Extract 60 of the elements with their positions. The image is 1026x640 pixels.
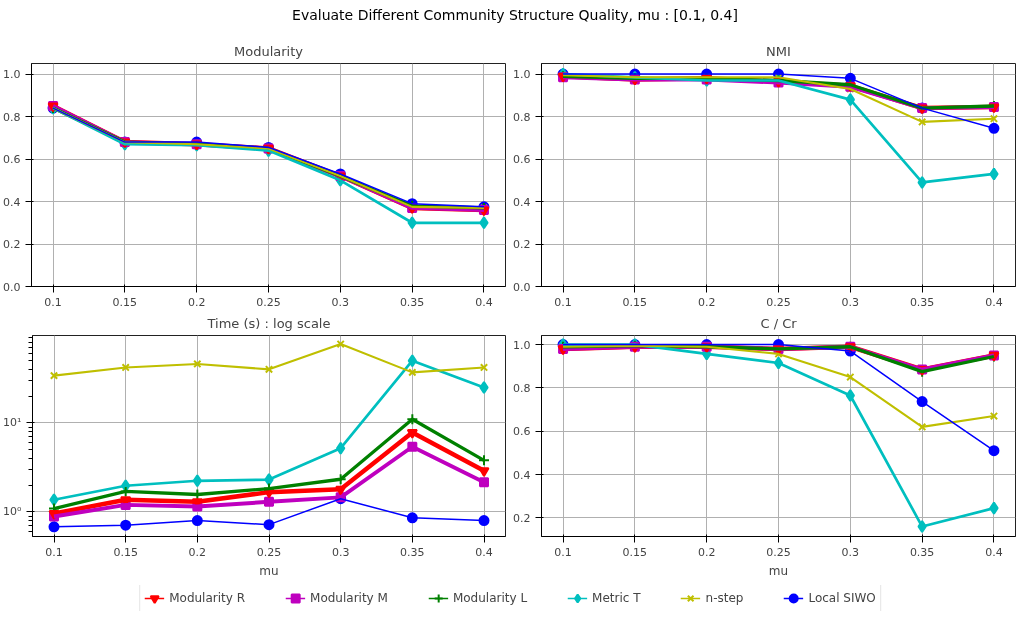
y-tick-label: 1.0: [513, 338, 531, 352]
y-tick-label: 0.8: [3, 110, 21, 124]
x-tick-label: 0.4: [475, 545, 493, 559]
x-tick-label: 0.15: [622, 545, 648, 559]
x-tick-label: 0.1: [44, 295, 62, 309]
x-tick-label: 0.25: [766, 545, 791, 559]
y-tick-label: 0.2: [3, 238, 21, 252]
legend-label: Metric T: [592, 591, 641, 605]
y-tick-label: 0.4: [513, 195, 531, 209]
y-tick-label: 0.0: [3, 280, 21, 294]
y-tick-label: 0.6: [513, 153, 531, 167]
y-tick-label: 0.6: [513, 425, 531, 439]
x-axis-title: mu: [768, 563, 789, 578]
y-tick-label: 0.8: [513, 110, 531, 124]
x-tick-label: 0.2: [188, 545, 207, 559]
x-tick-label: 0.15: [622, 295, 648, 309]
y-tick-label: 0.2: [513, 238, 531, 252]
chart-title: NMI: [766, 43, 791, 59]
x-tick-label: 0.4: [475, 295, 493, 309]
x-tick-label: 0.1: [554, 295, 572, 309]
x-tick-label: 0.2: [697, 545, 716, 559]
y-tick-label: 10¹: [3, 416, 22, 430]
x-tick-label: 0.15: [112, 295, 138, 309]
legend-label: Modularity L: [452, 591, 528, 605]
x-tick-label: 0.35: [909, 545, 935, 559]
y-tick-label: 0.4: [3, 195, 21, 209]
x-tick-label: 0.1: [554, 545, 572, 559]
y-tick-label: 0.2: [513, 511, 531, 525]
x-tick-label: 0.25: [766, 295, 791, 309]
x-tick-label: 0.2: [187, 295, 206, 309]
x-tick-label: 0.4: [985, 545, 1003, 559]
chart-title: Time (s) : log scale: [206, 315, 331, 331]
x-tick-label: 0.25: [256, 545, 282, 559]
chart-title: C / Cr: [760, 315, 798, 331]
x-tick-label: 0.25: [256, 295, 281, 309]
x-tick-label: 0.4: [985, 295, 1003, 309]
x-tick-label: 0.3: [841, 545, 860, 559]
text: Evaluate Different Community Structure Quality, mu : [0.1, 0.4]: [292, 6, 738, 25]
x-tick-label: 0.3: [841, 295, 860, 309]
y-tick-label: 0.6: [3, 153, 21, 167]
x-tick-label: 0.3: [331, 545, 350, 559]
y-tick-label: 0.8: [513, 381, 531, 395]
y-tick-label: 0.0: [513, 280, 531, 294]
legend-label: Modularity M: [310, 591, 388, 605]
x-tick-label: 0.35: [399, 295, 425, 309]
y-tick-label: 1.0: [513, 68, 531, 82]
y-tick-label: 0.4: [513, 468, 531, 482]
y-tick-label: 10⁰: [3, 505, 23, 519]
x-tick-label: 0.1: [45, 545, 63, 559]
legend-label: Modularity R: [169, 591, 246, 605]
x-tick-label: 0.15: [113, 545, 138, 559]
x-tick-label: 0.2: [697, 295, 716, 309]
x-tick-label: 0.35: [909, 295, 935, 309]
chart-title: Modularity: [234, 43, 304, 59]
x-tick-label: 0.35: [400, 545, 425, 559]
x-axis-title: mu: [259, 563, 279, 578]
y-tick-label: 1.0: [3, 68, 21, 82]
legend-label: Local SIWO: [808, 591, 876, 605]
legend-label: n-step: [705, 591, 744, 605]
x-tick-label: 0.3: [331, 295, 350, 309]
